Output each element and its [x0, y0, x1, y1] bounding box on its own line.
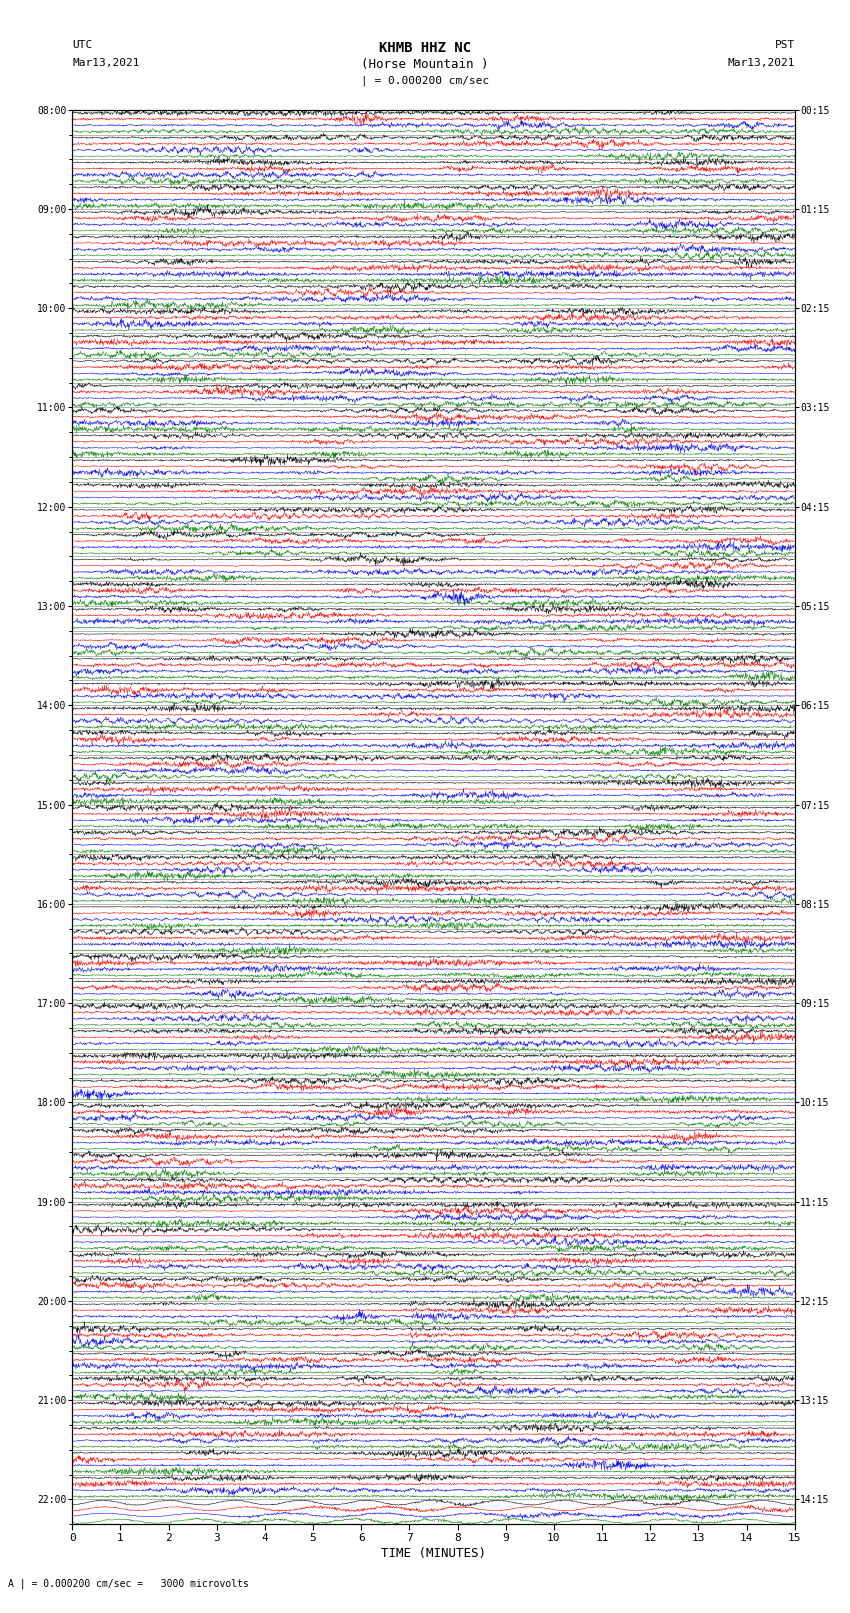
Text: A | = 0.000200 cm/sec =   3000 microvolts: A | = 0.000200 cm/sec = 3000 microvolts	[8, 1579, 249, 1589]
Text: Mar13,2021: Mar13,2021	[72, 58, 139, 68]
Text: UTC: UTC	[72, 40, 93, 50]
Text: Mar13,2021: Mar13,2021	[728, 58, 795, 68]
X-axis label: TIME (MINUTES): TIME (MINUTES)	[381, 1547, 486, 1560]
Text: PST: PST	[774, 40, 795, 50]
Text: | = 0.000200 cm/sec: | = 0.000200 cm/sec	[361, 76, 489, 85]
Text: KHMB HHZ NC: KHMB HHZ NC	[379, 42, 471, 55]
Text: (Horse Mountain ): (Horse Mountain )	[361, 58, 489, 71]
